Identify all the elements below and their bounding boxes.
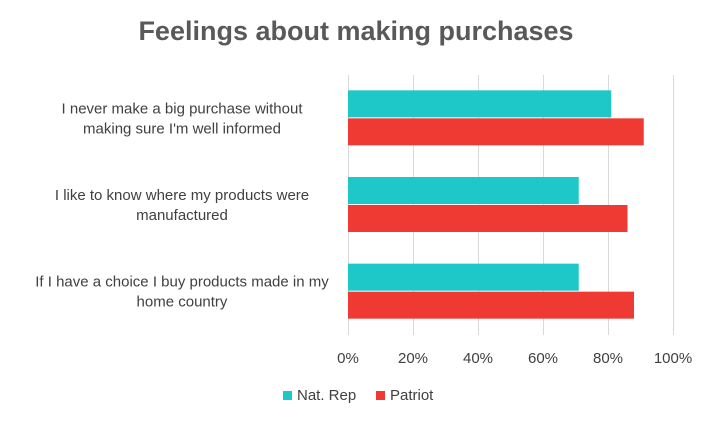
category-label: I never make a big purchase without: [62, 100, 304, 117]
x-tick-label: 80%: [593, 350, 623, 367]
category-label: home country: [137, 294, 228, 311]
bar-patriot-2: [348, 291, 634, 319]
legend-swatch: [376, 391, 385, 400]
x-tick-label: 60%: [528, 350, 558, 367]
bar-nat-rep-0: [348, 90, 612, 118]
legend-swatch: [283, 391, 292, 400]
category-label: I like to know where my products were: [55, 187, 309, 204]
x-axis-ticks: 0% 20% 40% 60% 80% 100%: [337, 350, 692, 367]
bar-patriot-0: [348, 118, 644, 146]
x-tick-label: 40%: [463, 350, 493, 367]
x-tick-label: 100%: [654, 350, 692, 367]
bar-patriot-1: [348, 205, 628, 232]
chart-title: Feelings about making purchases: [138, 16, 573, 46]
category-label: If I have a choice I buy products made i…: [35, 274, 329, 291]
legend: Nat. Rep Patriot: [283, 387, 434, 404]
category-label: making sure I'm well informed: [83, 120, 281, 137]
x-tick-label: 0%: [337, 350, 359, 367]
bar-nat-rep-2: [348, 263, 579, 291]
category-labels: I never make a big purchase without makin…: [35, 100, 329, 310]
bar-nat-rep-1: [348, 177, 579, 204]
x-tick-label: 20%: [398, 350, 428, 367]
category-label: manufactured: [136, 207, 228, 224]
legend-label: Patriot: [390, 387, 434, 404]
bars: [348, 90, 644, 319]
legend-label: Nat. Rep: [297, 387, 356, 404]
